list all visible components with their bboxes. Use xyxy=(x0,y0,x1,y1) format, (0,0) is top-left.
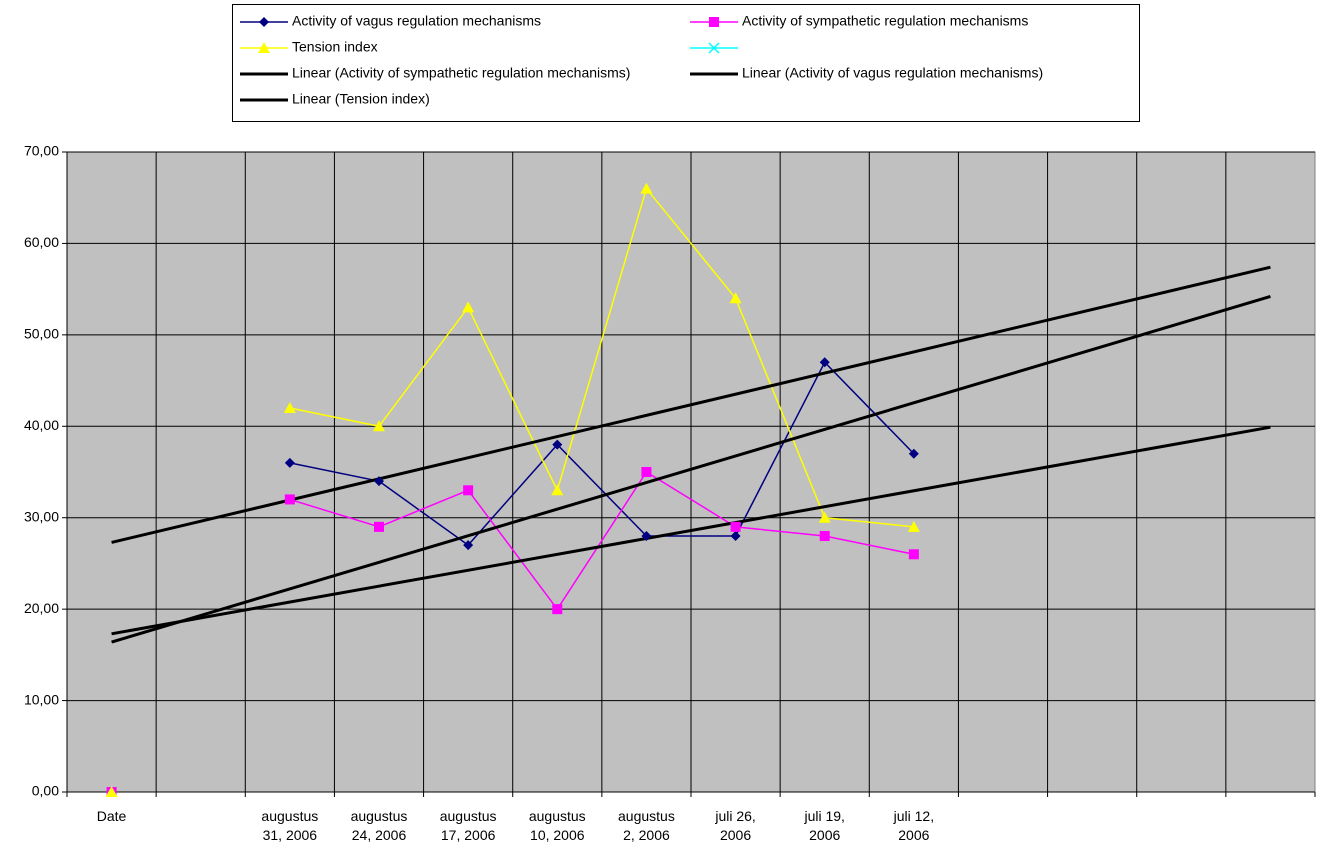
legend-label: Linear (Tension index) xyxy=(292,91,430,107)
marker xyxy=(258,42,270,53)
x-tick-label: augustus 24, 2006 xyxy=(350,808,408,843)
marker xyxy=(908,448,919,459)
x-tick-label: augustus 10, 2006 xyxy=(528,808,586,843)
x-tick-label: augustus 2, 2006 xyxy=(618,808,675,843)
legend-item: Linear (Activity of vagus regulation mec… xyxy=(690,65,1043,81)
marker xyxy=(641,467,652,477)
y-tick-label: 60,00 xyxy=(24,234,59,250)
y-tick-label: 0,00 xyxy=(32,783,59,799)
marker xyxy=(729,292,742,304)
marker xyxy=(907,520,920,532)
marker xyxy=(374,521,384,532)
series-line xyxy=(289,361,915,547)
marker xyxy=(283,402,296,413)
y-tick-label: 40,00 xyxy=(24,417,59,433)
legend-label: Activity of vagus regulation mechanisms xyxy=(292,13,541,29)
x-tick-label: juli 19, 2006 xyxy=(804,808,845,843)
marker xyxy=(908,549,919,560)
marker xyxy=(730,521,741,532)
legend-item: Activity of sympathetic regulation mecha… xyxy=(690,13,1028,29)
trendline xyxy=(111,425,1271,636)
legend-label: Linear (Activity of sympathetic regulati… xyxy=(292,65,630,81)
series-line xyxy=(289,186,914,528)
marker xyxy=(819,531,830,541)
legend-item: Linear (Activity of sympathetic regulati… xyxy=(240,65,630,81)
y-tick-label: 30,00 xyxy=(24,508,59,524)
x-tick-label: juli 12, 2006 xyxy=(893,808,935,843)
marker xyxy=(818,511,831,523)
x-tick-label: augustus 17, 2006 xyxy=(439,808,497,843)
y-tick-label: 70,00 xyxy=(24,143,59,159)
legend-item: Activity of vagus regulation mechanisms xyxy=(240,13,541,29)
y-tick-label: 20,00 xyxy=(24,600,59,616)
marker xyxy=(552,604,563,615)
x-tick-label: augustus 31, 2006 xyxy=(261,808,319,843)
legend-box xyxy=(232,4,1140,122)
marker xyxy=(462,301,475,313)
marker xyxy=(641,531,652,541)
marker xyxy=(463,485,474,496)
marker xyxy=(105,786,118,797)
trendline xyxy=(111,265,1271,544)
legend-label: Activity of sympathetic regulation mecha… xyxy=(742,13,1028,29)
x-tick-label: juli 26, 2006 xyxy=(715,808,756,843)
marker xyxy=(284,494,295,505)
marker xyxy=(709,17,719,27)
marker xyxy=(373,420,385,432)
marker xyxy=(552,439,563,450)
marker xyxy=(463,540,474,551)
trendline xyxy=(111,295,1271,644)
marker xyxy=(708,42,720,54)
marker xyxy=(819,357,830,368)
y-tick-label: 50,00 xyxy=(24,326,59,342)
marker xyxy=(730,531,741,541)
marker xyxy=(284,457,295,468)
marker xyxy=(259,17,269,27)
x-tick-label: Date xyxy=(96,808,127,824)
legend-label: Linear (Activity of vagus regulation mec… xyxy=(742,65,1043,81)
series-line xyxy=(289,470,915,611)
legend-item: Linear (Tension index) xyxy=(240,91,430,107)
legend-label: Tension index xyxy=(292,39,378,55)
y-tick-label: 10,00 xyxy=(24,691,59,707)
marker xyxy=(551,484,564,496)
legend-item xyxy=(690,42,738,54)
marker xyxy=(640,182,653,194)
marker xyxy=(374,476,384,487)
legend-item: Tension index xyxy=(240,39,378,55)
